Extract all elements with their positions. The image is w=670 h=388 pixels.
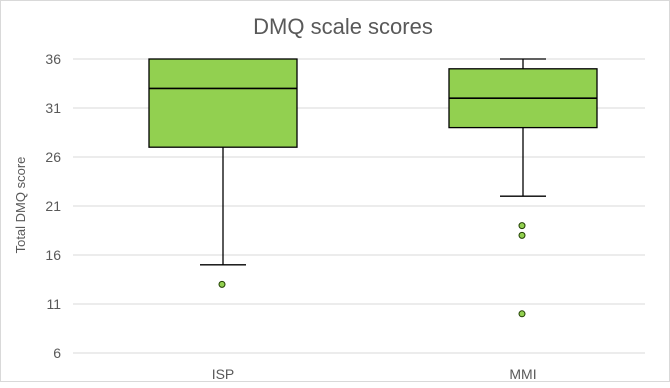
iqr-box xyxy=(148,58,298,148)
y-tick-labels: 6 11 16 21 26 31 36 xyxy=(45,51,61,361)
box-group xyxy=(448,58,598,318)
y-tick-label: 26 xyxy=(45,149,61,165)
y-tick-label: 36 xyxy=(45,51,61,67)
outlier-point xyxy=(518,310,526,318)
x-tick-labels: ISP MMI xyxy=(212,366,537,382)
boxes xyxy=(148,58,598,318)
y-tick-label: 21 xyxy=(45,198,61,214)
y-tick-label: 16 xyxy=(45,247,61,263)
y-axis-label: Total DMQ score xyxy=(13,157,28,254)
y-tick-label: 31 xyxy=(45,100,61,116)
outlier-point xyxy=(518,222,526,230)
y-tick-label: 6 xyxy=(53,345,61,361)
box-group xyxy=(148,58,298,288)
x-tick-label: MMI xyxy=(509,366,536,382)
chart-title: DMQ scale scores xyxy=(253,14,433,39)
y-tick-label: 11 xyxy=(46,296,61,312)
outlier-point xyxy=(518,231,526,239)
x-tick-label: ISP xyxy=(212,366,235,382)
outlier-point xyxy=(218,280,226,288)
